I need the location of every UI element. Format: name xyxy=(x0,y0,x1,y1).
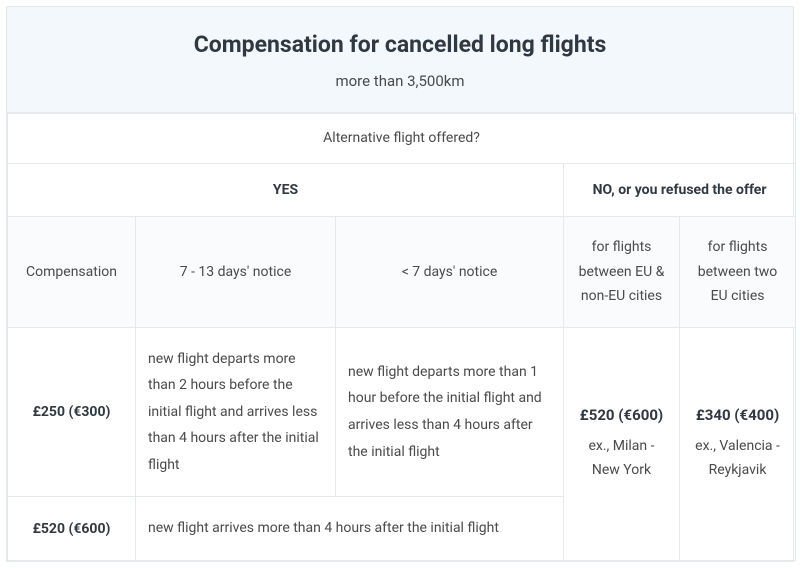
card-title: Compensation for cancelled long flights xyxy=(17,31,783,58)
no-eu-eu-cell: £340 (€400) ex., Valencia - Reykjavik xyxy=(680,327,796,561)
col-compensation: Compensation xyxy=(8,217,136,328)
yes-no-row: YES NO, or you refused the offer xyxy=(8,163,796,217)
col-eu-eu: for flights between two EU cities xyxy=(680,217,796,328)
col-notice-7-13: 7 - 13 days' notice xyxy=(136,217,336,328)
no-eu-noneu-cell: £520 (€600) ex., Milan - New York xyxy=(564,327,680,561)
compensation-card: Compensation for cancelled long flights … xyxy=(6,6,794,562)
no-eu-noneu-example: ex., Milan - New York xyxy=(588,438,654,479)
amount-250: £250 (€300) xyxy=(8,327,136,497)
no-eu-eu-amount: £340 (€400) xyxy=(690,405,785,426)
desc-250-lt7: new flight departs more than 1 hour befo… xyxy=(336,327,564,497)
col-notice-lt7: < 7 days' notice xyxy=(336,217,564,328)
card-subtitle: more than 3,500km xyxy=(17,72,783,90)
alternative-question-cell: Alternative flight offered? xyxy=(8,114,796,164)
row-250: £250 (€300) new flight departs more than… xyxy=(8,327,796,497)
yes-header: YES xyxy=(8,163,564,217)
column-headers-row: Compensation 7 - 13 days' notice < 7 day… xyxy=(8,217,796,328)
compensation-table: Alternative flight offered? YES NO, or y… xyxy=(7,113,796,561)
col-eu-noneu: for flights between EU & non-EU cities xyxy=(564,217,680,328)
desc-250-7-13: new flight departs more than 2 hours bef… xyxy=(136,327,336,497)
no-header: NO, or you refused the offer xyxy=(564,163,796,217)
no-eu-noneu-amount: £520 (€600) xyxy=(574,405,669,426)
card-header: Compensation for cancelled long flights … xyxy=(7,7,793,113)
no-eu-eu-example: ex., Valencia - Reykjavik xyxy=(695,438,780,479)
alternative-question-row: Alternative flight offered? xyxy=(8,114,796,164)
